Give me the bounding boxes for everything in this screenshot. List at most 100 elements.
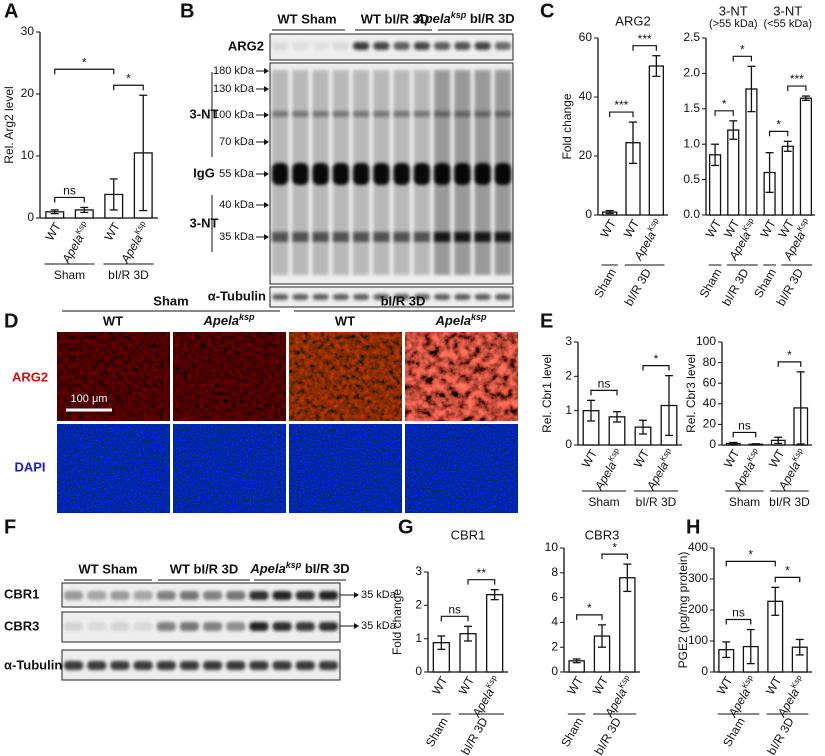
blot-band: [295, 661, 315, 670]
significance-bracket: [54, 196, 85, 203]
y-tick-label: 0: [415, 664, 422, 678]
significance-bracket: [777, 361, 802, 367]
y-tick-label: 0.0: [683, 207, 700, 221]
chart-title: CBR1: [451, 527, 486, 542]
lane-group-italic: Apela: [249, 561, 285, 576]
significance-label: ***: [614, 98, 628, 112]
row-label: 3-NT: [190, 215, 219, 230]
blot-band: [393, 294, 410, 300]
y-tick-label: 8: [551, 565, 558, 579]
blot-band: [64, 661, 84, 670]
column-italic: Apela: [203, 313, 239, 328]
blot-band: [474, 294, 491, 300]
group-label: bI/R 3D: [458, 715, 491, 756]
marker-label: 35 kDa: [361, 620, 397, 632]
blot-band: [295, 591, 315, 600]
lane-group: Apelaksp bI/R 3D: [414, 10, 514, 26]
y-tick-label: 2: [551, 639, 558, 653]
lane-group-sup: ksp: [451, 10, 467, 20]
blot-band: [434, 294, 451, 300]
error-bar: [639, 419, 647, 435]
y-tick-label: 60: [703, 375, 717, 389]
x-tick-label: WT: [598, 217, 620, 241]
column-header: WT: [103, 313, 123, 328]
category-superscript: Ksp: [790, 446, 805, 463]
y-tick-label: 1: [415, 631, 422, 645]
significance-bracket: [576, 614, 603, 620]
x-tick-label: WT: [102, 220, 124, 244]
category-name: WT: [456, 674, 478, 698]
error-bar: [665, 374, 673, 437]
y-tick-label: 80: [703, 355, 717, 369]
micrographs: Sham bI/R 3D WT Apelaksp WT Apelaksp ARG…: [12, 293, 518, 513]
blot-band: [133, 622, 153, 631]
significance-label: *: [785, 564, 790, 578]
blot-band: [272, 622, 292, 631]
significance-bracket: [609, 111, 634, 118]
y-tick-label: 0: [27, 210, 34, 224]
group-label: bI/R 3D: [769, 495, 810, 509]
significance-label: ns: [598, 377, 611, 391]
category-superscript: Ksp: [606, 446, 621, 463]
blot-band: [413, 232, 430, 242]
category-superscript: Ksp: [745, 446, 760, 463]
group-label: bI/R 3D: [764, 715, 797, 756]
significance-label: ***: [638, 32, 652, 46]
blot-band: [249, 591, 269, 600]
micrograph: [405, 332, 518, 421]
blot-band: [295, 622, 315, 631]
marker-label: 55 kDa: [219, 168, 255, 180]
category-name: WT: [565, 674, 587, 698]
significance-label: *: [126, 71, 131, 85]
panel-letter: A: [4, 0, 18, 22]
lane-group: WT Sham: [78, 561, 137, 576]
y-tick-label: 0.5: [683, 172, 700, 186]
x-tick-label: WT: [631, 447, 653, 471]
micrograph: [173, 424, 286, 513]
blot-band: [474, 111, 491, 117]
blot-band: [318, 622, 338, 631]
y-axis-label: PGE2 (pg/mg protein): [676, 552, 690, 669]
micrograph: [405, 424, 518, 513]
blot-band: [272, 232, 289, 242]
significance-bracket: [714, 110, 734, 116]
bar: [648, 65, 664, 216]
marker-arrow-head: [264, 68, 269, 74]
y-tick-label: 40: [703, 396, 717, 410]
category-name: WT: [763, 674, 785, 698]
chart-title: CBR3: [585, 527, 620, 542]
error-bar: [613, 411, 621, 423]
error-bar: [801, 95, 810, 101]
row-label: CBR3: [4, 618, 39, 633]
blot-band: [179, 591, 199, 600]
y-tick-label: 100: [696, 334, 716, 348]
lane-group: WT bI/R 3D: [361, 11, 430, 26]
significance-bracket: [774, 576, 801, 583]
y-tick-label: 1.5: [683, 101, 700, 115]
blot-band: [249, 661, 269, 670]
blot-band: [318, 661, 338, 670]
category-superscript: Ksp: [740, 673, 755, 690]
blot-band: [179, 661, 199, 670]
panel-letter: D: [4, 310, 18, 332]
blot-band: [373, 232, 390, 242]
significance-bracket: [601, 553, 628, 560]
significance-bracket: [725, 618, 752, 625]
x-tick-label: WT: [757, 217, 779, 241]
y-tick-label: 10: [21, 148, 35, 162]
x-tick-label: WT: [429, 674, 451, 698]
blot-strip: [61, 649, 341, 681]
error-bar: [437, 635, 446, 650]
error-bar: [795, 638, 804, 656]
blot-band: [292, 232, 309, 242]
y-tick-label: 0: [701, 664, 708, 678]
x-tick-label: WT: [766, 447, 788, 471]
category-superscript: Ksp: [741, 216, 756, 233]
western-blot: WT Sham WT bI/R 3D Apelaksp bI/R 3D CBR1…: [4, 560, 397, 681]
micrograph: [289, 332, 402, 421]
blot-band: [454, 111, 471, 117]
significance-label: *: [776, 118, 781, 132]
x-tick-label: WT: [43, 220, 65, 244]
error-bar: [765, 152, 774, 193]
category-name: WT: [102, 220, 124, 244]
